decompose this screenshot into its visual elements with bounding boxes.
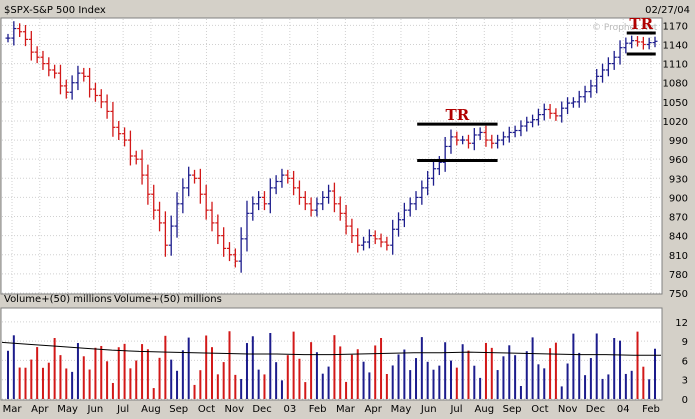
x-tick-label: Apr xyxy=(365,404,383,415)
volume-tick-label: 9 xyxy=(682,337,688,348)
volume-y-axis: 0 3 6 9 12 xyxy=(675,318,688,406)
volume-title-repeat: Volume+(50) millions xyxy=(114,294,222,305)
chart-title: $SPX-S&P 500 Index xyxy=(4,5,106,16)
price-tick-label: 780 xyxy=(669,270,688,281)
price-tick-label: 810 xyxy=(669,251,688,262)
tr-label: TR xyxy=(629,15,653,33)
x-tick-label: Feb xyxy=(309,404,327,415)
price-ohlc-bars xyxy=(5,21,658,273)
x-tick-label: Dec xyxy=(252,404,271,415)
x-tick-label: 03 xyxy=(283,404,296,415)
x-tick-label: Feb xyxy=(642,404,660,415)
price-tick-label: 1080 xyxy=(663,79,688,90)
x-tick-label: Mar xyxy=(336,404,356,415)
price-tick-label: 870 xyxy=(669,213,688,224)
price-gridlines xyxy=(2,19,661,294)
volume-tick-label: 12 xyxy=(675,318,688,329)
x-tick-label: Apr xyxy=(31,404,49,415)
price-tick-label: 1050 xyxy=(663,98,688,109)
price-tick-label: 1170 xyxy=(663,21,688,32)
volume-moving-average-line xyxy=(1,341,661,356)
x-tick-label: Aug xyxy=(475,404,495,415)
volume-gridlines xyxy=(2,321,661,400)
watermark: © Prophet.Net xyxy=(592,23,658,33)
x-tick-label: Jun xyxy=(420,404,437,415)
chart-date: 02/27/04 xyxy=(645,5,690,16)
price-tick-label: 1020 xyxy=(663,117,688,128)
x-tick-label: May xyxy=(391,404,412,415)
x-tick-label: Oct xyxy=(531,404,548,415)
x-tick-label: Aug xyxy=(141,404,161,415)
x-tick-label: Jul xyxy=(449,404,462,415)
volume-bars xyxy=(7,331,656,399)
trading-range-annotations: TR TR xyxy=(417,15,656,162)
tr-label: TR xyxy=(446,106,470,124)
x-tick-label: Dec xyxy=(586,404,605,415)
x-tick-label: Sep xyxy=(169,404,188,415)
price-tick-label: 960 xyxy=(669,155,688,166)
x-tick-label: Oct xyxy=(198,404,215,415)
price-y-axis: 750 780 810 840 870 900 930 960 990 1020 1050 1080 1… xyxy=(663,21,688,300)
volume-tick-label: 3 xyxy=(682,376,688,387)
price-tick-label: 1140 xyxy=(663,40,688,51)
volume-tick-label: 6 xyxy=(682,356,688,367)
x-tick-label: Sep xyxy=(503,404,522,415)
price-tick-label: 750 xyxy=(669,289,688,300)
x-tick-label: Nov xyxy=(224,404,244,415)
x-axis-labels: Mar Apr May Jun Jul Aug Sep Oct Nov Dec 03 Feb Mar Ap… xyxy=(3,404,660,415)
x-tick-label: Mar xyxy=(3,404,23,415)
price-tick-label: 900 xyxy=(669,193,688,204)
x-tick-label: Jun xyxy=(87,404,104,415)
price-tick-label: 1110 xyxy=(663,60,688,71)
price-tick-label: 840 xyxy=(669,232,688,243)
x-tick-label: 04 xyxy=(617,404,630,415)
x-tick-label: Jul xyxy=(116,404,129,415)
price-tick-label: 990 xyxy=(669,136,688,147)
price-tick-label: 930 xyxy=(669,174,688,185)
x-tick-label: Nov xyxy=(558,404,578,415)
price-panel xyxy=(0,17,663,295)
volume-title: Volume+(50) millions xyxy=(4,294,112,305)
x-tick-label: May xyxy=(57,404,78,415)
volume-tick-label: 0 xyxy=(682,395,688,406)
